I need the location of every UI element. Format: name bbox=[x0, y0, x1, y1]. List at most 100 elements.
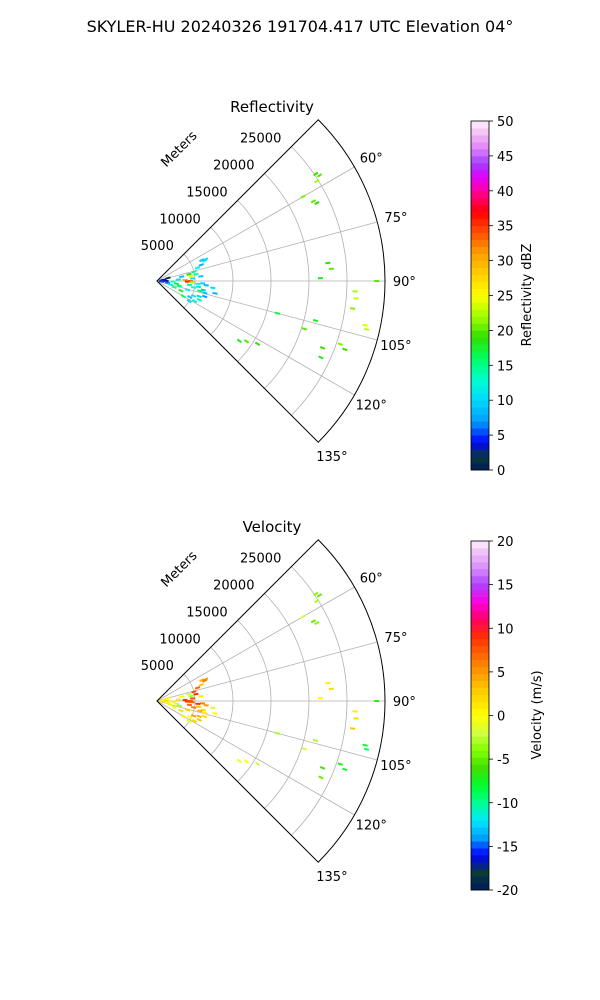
radar-gate bbox=[201, 678, 208, 683]
radar-gate bbox=[185, 288, 191, 292]
colorbar-segment bbox=[471, 442, 489, 450]
radar-gate bbox=[243, 339, 250, 344]
radar-gate bbox=[171, 705, 177, 710]
azimuth-gridline bbox=[156, 280, 378, 341]
radar-gate bbox=[203, 704, 209, 707]
radar-gate bbox=[186, 298, 192, 304]
colorbar-segment bbox=[471, 225, 489, 234]
velocity-colorbar-label: Velocity (m/s) bbox=[530, 670, 545, 759]
radar-gate bbox=[363, 327, 370, 331]
radar-gate bbox=[325, 261, 331, 265]
radar-gate bbox=[312, 318, 319, 323]
range-tick-label: 5000 bbox=[141, 239, 174, 254]
radar-gate bbox=[319, 766, 326, 770]
radar-gate bbox=[189, 281, 195, 284]
radar-gate bbox=[199, 702, 206, 705]
radar-gate bbox=[352, 710, 358, 713]
colorbar-segment bbox=[471, 309, 489, 317]
range-tick-label: 15000 bbox=[186, 605, 227, 620]
radar-gate bbox=[316, 593, 323, 598]
radar-gate bbox=[316, 173, 323, 178]
azimuth-tick-label: 105° bbox=[380, 759, 411, 774]
colorbar-segment bbox=[471, 190, 489, 199]
colorbar-tick-label: 15 bbox=[497, 579, 514, 594]
colorbar-segment bbox=[471, 239, 489, 248]
colorbar-segment bbox=[471, 463, 489, 471]
radar-gate bbox=[353, 717, 359, 720]
velocity-colorbar: -20 -15 -10 -5 0 5 10 15 20 bbox=[470, 535, 518, 899]
colorbar-segment bbox=[471, 722, 489, 730]
colorbar-segment bbox=[471, 169, 489, 178]
azimuth-tick-label: 135° bbox=[316, 870, 347, 885]
colorbar-segment bbox=[471, 603, 489, 612]
radar-gate bbox=[363, 747, 370, 751]
radar-gate bbox=[328, 267, 334, 270]
radar-gate bbox=[171, 285, 177, 290]
radar-gate bbox=[210, 706, 216, 710]
colorbar-segment bbox=[471, 197, 489, 206]
colorbar-segment bbox=[471, 351, 489, 359]
colorbar-segment bbox=[471, 316, 489, 324]
radar-gate bbox=[190, 713, 197, 718]
colorbar-tick-label: 5 bbox=[497, 666, 505, 681]
radar-gate bbox=[189, 701, 195, 704]
radar-gate bbox=[170, 700, 176, 703]
radar-gate bbox=[165, 696, 171, 700]
radar-gate bbox=[312, 738, 319, 743]
range-tick-label: 10000 bbox=[159, 632, 200, 647]
colorbar-tick-label: -20 bbox=[497, 884, 518, 899]
colorbar-tick-label: 10 bbox=[497, 394, 514, 409]
colorbar-segment bbox=[471, 708, 489, 716]
radar-gate bbox=[178, 288, 184, 293]
radar-gate bbox=[167, 702, 173, 707]
colorbar-segment bbox=[471, 715, 489, 723]
colorbar-segment bbox=[471, 771, 489, 779]
colorbar-segment bbox=[471, 162, 489, 171]
radar-gate bbox=[191, 718, 198, 724]
radar-gate bbox=[165, 276, 171, 280]
colorbar-tick-label: 25 bbox=[497, 290, 514, 305]
colorbar-segment bbox=[471, 743, 489, 751]
radar-gate bbox=[197, 709, 203, 713]
range-tick-label: 25000 bbox=[240, 552, 281, 567]
radar-gate bbox=[195, 705, 202, 709]
colorbar-segment bbox=[471, 862, 489, 870]
colorbar-segment bbox=[471, 421, 489, 429]
reflectivity-colorbar-label: Reflectivity dBZ bbox=[520, 244, 535, 347]
reflectivity-title: Reflectivity bbox=[230, 98, 314, 116]
radar-gate bbox=[300, 194, 306, 199]
colorbar-segment bbox=[471, 246, 489, 255]
colorbar-segment bbox=[471, 610, 489, 619]
radar-gate bbox=[180, 714, 186, 719]
colorbar-segment bbox=[471, 855, 489, 863]
colorbar-tick-label: 35 bbox=[497, 220, 514, 235]
radar-gate bbox=[193, 272, 199, 276]
reflectivity-colorbar: 0 5 10 15 20 25 30 35 40 45 50 bbox=[470, 115, 514, 479]
azimuth-tick-label: 135° bbox=[316, 450, 347, 465]
colorbar-tick-label: 50 bbox=[497, 115, 514, 130]
colorbar-segment bbox=[471, 841, 489, 849]
radar-gate bbox=[310, 619, 317, 624]
radar-gate bbox=[350, 727, 356, 730]
colorbar-segment bbox=[471, 428, 489, 436]
colorbar-segment bbox=[471, 127, 489, 136]
radar-gate bbox=[186, 718, 192, 724]
colorbar-segment bbox=[471, 323, 489, 331]
figure-title: SKYLER-HU 20240326 191704.417 UTC Elevat… bbox=[87, 17, 514, 36]
radar-gate bbox=[198, 683, 204, 687]
radar-gate bbox=[188, 274, 194, 278]
radar-gate bbox=[158, 700, 165, 703]
radar-gate bbox=[187, 714, 193, 719]
colorbar-segment bbox=[471, 694, 489, 702]
range-tick-label: 10000 bbox=[159, 212, 200, 227]
colorbar-segment bbox=[471, 876, 489, 884]
colorbar-tick-label: -10 bbox=[497, 797, 518, 812]
radar-gate bbox=[197, 289, 203, 293]
range-tick-label: 20000 bbox=[213, 159, 254, 174]
colorbar-segment bbox=[471, 435, 489, 443]
colorbar-tick-label: 0 bbox=[497, 710, 505, 725]
radar-gate bbox=[199, 678, 205, 683]
range-tick-label: 20000 bbox=[213, 579, 254, 594]
radar-gate bbox=[314, 621, 320, 626]
colorbar-segment bbox=[471, 274, 489, 282]
